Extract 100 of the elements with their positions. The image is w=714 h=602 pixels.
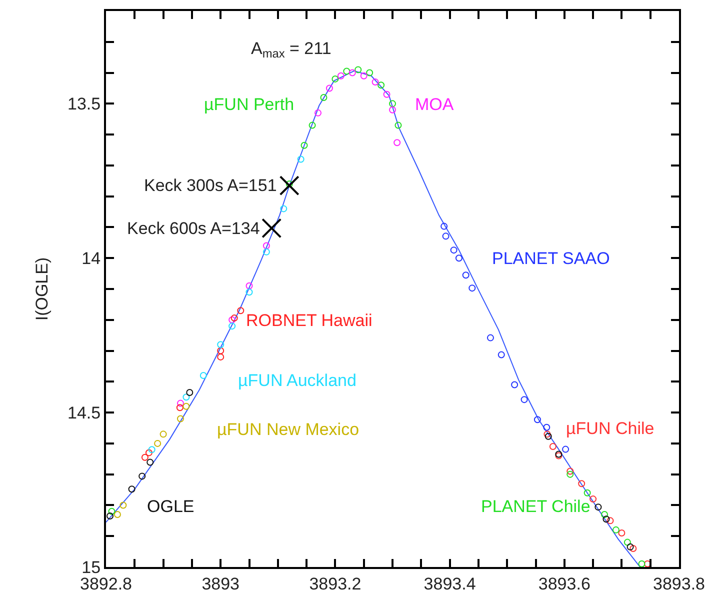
- point: [114, 510, 121, 518]
- point: [182, 402, 190, 410]
- point: [217, 341, 224, 348]
- point: [606, 517, 614, 524]
- point: [237, 307, 244, 314]
- point: [120, 502, 127, 509]
- point: [332, 75, 339, 82]
- annotation: Keck 600s A=134: [127, 219, 260, 238]
- x-tick-label: 3892.8: [80, 574, 132, 594]
- point: [314, 109, 322, 116]
- point: [520, 396, 528, 404]
- point: [455, 254, 462, 262]
- series-label: µFUN Auckland: [238, 371, 356, 390]
- series-label: PLANET SAAO: [492, 249, 610, 268]
- point: [442, 232, 450, 240]
- x-tick-label: 3893.6: [538, 574, 590, 594]
- series-label: µFUN New Mexico: [217, 420, 360, 439]
- point: [176, 415, 184, 422]
- x-tick-label: 3893.4: [424, 574, 476, 594]
- point: [440, 222, 448, 230]
- point: [320, 94, 328, 101]
- point: [308, 122, 316, 129]
- point: [618, 530, 626, 537]
- point: [549, 443, 556, 450]
- point: [262, 248, 270, 256]
- series-label: ROBNET Hawaii: [246, 311, 372, 330]
- series-label: OGLE: [147, 497, 194, 516]
- point: [297, 156, 304, 163]
- point: [160, 430, 167, 438]
- point: [566, 470, 574, 478]
- point: [468, 284, 476, 292]
- point: [280, 205, 288, 212]
- y-tick-label: 14: [82, 249, 101, 268]
- point: [108, 508, 116, 515]
- annotation: A$_{max}$ = 211: [251, 39, 332, 61]
- point: [145, 449, 152, 456]
- point: [389, 100, 396, 108]
- series-label: µFUN Perth: [204, 95, 294, 114]
- point: [262, 218, 282, 238]
- point: [389, 106, 396, 114]
- point: [624, 538, 631, 546]
- point: [602, 516, 610, 523]
- point: [348, 69, 356, 76]
- point: [279, 176, 300, 196]
- point: [146, 458, 154, 466]
- point: [383, 90, 390, 98]
- point: [286, 180, 293, 188]
- point: [217, 353, 224, 360]
- annotation: Keck 300s A=151: [144, 176, 277, 195]
- point: [534, 416, 541, 424]
- point: [200, 372, 207, 379]
- point: [182, 394, 190, 401]
- point: [372, 78, 379, 86]
- point: [343, 68, 350, 75]
- point: [450, 246, 458, 254]
- point: [578, 480, 586, 488]
- point: [394, 139, 401, 146]
- x-tick-label: 3893: [202, 574, 240, 594]
- point: [300, 142, 308, 149]
- point: [360, 72, 368, 80]
- point: [217, 347, 224, 354]
- point: [630, 544, 637, 552]
- point: [612, 526, 620, 534]
- y-tick-label: 13.5: [68, 94, 101, 114]
- point: [337, 72, 344, 80]
- point: [626, 543, 634, 550]
- series-label: MOA: [415, 95, 454, 114]
- point: [262, 242, 270, 250]
- point: [378, 82, 385, 89]
- point: [246, 288, 253, 296]
- point: [462, 272, 470, 279]
- point: [394, 122, 402, 129]
- point: [186, 388, 194, 396]
- series-label: µFUN Chile: [566, 419, 654, 438]
- point: [106, 512, 114, 520]
- y-axis-title: I(OGLE): [32, 257, 52, 321]
- point: [138, 472, 146, 480]
- point: [562, 446, 570, 453]
- y-tick-label: 15: [82, 558, 101, 577]
- point: [590, 496, 597, 503]
- x-tick-label: 3893.2: [309, 574, 362, 594]
- point: [176, 400, 184, 407]
- point: [511, 381, 518, 388]
- y-tick-label: 14.5: [68, 404, 101, 423]
- point: [498, 351, 505, 358]
- point: [228, 322, 236, 330]
- point: [326, 84, 333, 92]
- point: [154, 440, 162, 447]
- point: [354, 66, 362, 74]
- series-label: PLANET Chile: [481, 497, 590, 516]
- point: [594, 504, 602, 511]
- point: [176, 404, 184, 412]
- x-tick-label: 3893.8: [653, 574, 705, 594]
- point: [543, 424, 550, 431]
- point: [366, 69, 374, 76]
- point: [566, 468, 574, 475]
- point: [638, 560, 646, 567]
- point: [486, 334, 494, 342]
- point: [128, 486, 136, 493]
- point: [601, 510, 608, 518]
